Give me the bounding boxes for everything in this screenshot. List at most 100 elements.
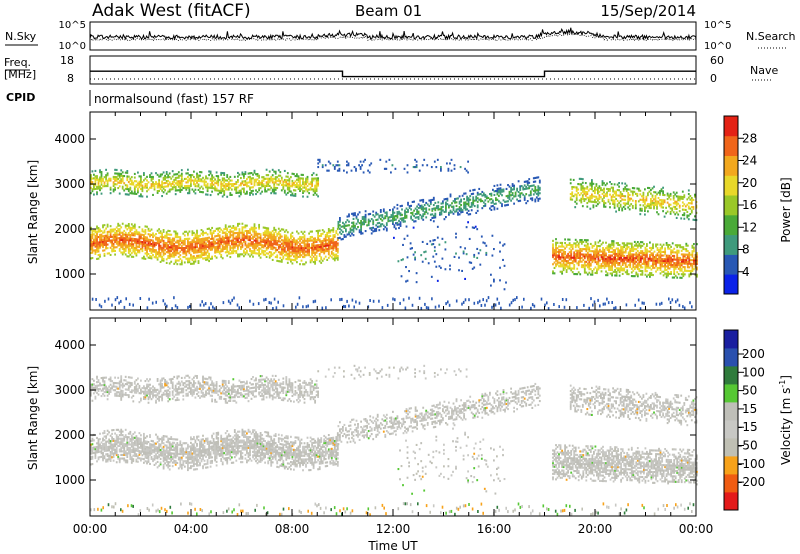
heatmap-cell — [355, 167, 357, 170]
heatmap-cell — [229, 229, 232, 232]
heatmap-cell — [652, 252, 654, 255]
heatmap-cell — [459, 166, 462, 169]
heatmap-cell — [464, 192, 467, 195]
heatmap-cell — [155, 251, 157, 254]
heatmap-cell — [205, 184, 207, 187]
heatmap-cell — [256, 248, 259, 251]
heatmap-cell — [664, 263, 667, 266]
heatmap-cell — [306, 243, 309, 246]
noise-left-tick-bottom: 10^0 — [59, 41, 86, 52]
heatmap-cell — [647, 194, 649, 197]
heatmap-cell — [127, 188, 130, 191]
heatmap-cell — [206, 190, 209, 193]
heatmap-cell — [683, 267, 686, 270]
heatmap-cell — [162, 247, 165, 250]
heatmap-cell — [627, 256, 630, 259]
heatmap-cell — [434, 207, 437, 210]
heatmap-cell — [336, 169, 339, 172]
heatmap-cell — [682, 258, 685, 261]
heatmap-cell — [90, 246, 92, 249]
heatmap-cell — [620, 258, 623, 261]
heatmap-cell — [523, 198, 526, 201]
heatmap-cell — [167, 179, 170, 182]
heatmap-cell — [162, 245, 165, 248]
heatmap-cell — [309, 188, 312, 191]
heatmap-cell — [196, 174, 198, 177]
heatmap-cell — [670, 263, 673, 266]
heatmap-cell — [203, 232, 206, 235]
heatmap-cell — [267, 183, 270, 186]
frequency-panel-frame — [89, 55, 697, 85]
heatmap-cell — [271, 258, 274, 261]
heatmap-cell — [653, 185, 655, 188]
heatmap-cell — [650, 268, 653, 271]
heatmap-cell — [598, 196, 601, 199]
heatmap-cell — [633, 275, 636, 278]
heatmap-cell — [137, 184, 139, 187]
heatmap-cell — [176, 252, 179, 255]
heatmap-cell — [265, 237, 268, 240]
heatmap-cell — [683, 208, 686, 211]
heatmap-cell — [417, 203, 420, 206]
heatmap-cell — [150, 228, 153, 231]
heatmap-cell — [574, 258, 577, 261]
heatmap-cell — [271, 242, 274, 245]
heatmap-cell — [612, 258, 615, 261]
heatmap-cell — [643, 257, 645, 260]
heatmap-cell — [584, 194, 587, 197]
heatmap-cell — [100, 244, 103, 247]
heatmap-cell — [149, 233, 151, 236]
heatmap-cell — [127, 181, 130, 184]
heatmap-cell — [293, 250, 295, 253]
heatmap-cell — [602, 252, 604, 255]
heatmap-cell — [445, 201, 447, 204]
noise-sky-line — [89, 27, 697, 41]
heatmap-cell — [645, 199, 648, 202]
heatmap-cell — [594, 188, 596, 191]
heatmap-cell — [240, 238, 242, 241]
heatmap-cell — [324, 243, 327, 246]
heatmap-cell — [252, 189, 254, 192]
heatmap-cell — [262, 179, 265, 182]
heatmap-cell — [299, 188, 301, 191]
heatmap-cell — [250, 250, 253, 253]
heatmap-cell — [425, 209, 428, 212]
heatmap-cell — [390, 214, 393, 217]
heatmap-cell — [140, 248, 142, 251]
heatmap-cell — [434, 201, 437, 204]
heatmap-cell — [182, 243, 185, 246]
heatmap-cell — [349, 229, 352, 232]
heatmap-cell — [659, 263, 662, 266]
heatmap-cell — [657, 197, 660, 200]
heatmap-cell — [484, 195, 487, 198]
heatmap-cell — [285, 179, 288, 182]
heatmap-cell — [103, 183, 106, 186]
heatmap-cell — [681, 214, 684, 217]
heatmap-cell — [152, 241, 154, 244]
heatmap-cell — [202, 243, 204, 246]
heatmap-cell — [659, 254, 662, 257]
heatmap-cell — [277, 245, 280, 248]
heatmap-cell — [614, 260, 617, 263]
heatmap-cell — [568, 242, 571, 245]
heatmap-cell — [249, 188, 251, 191]
heatmap-cell — [615, 192, 618, 195]
heatmap-cell — [671, 242, 674, 245]
heatmap-cell — [256, 232, 259, 235]
heatmap-cell — [183, 243, 186, 246]
heatmap-cell — [209, 177, 212, 180]
heatmap-cell — [297, 237, 300, 240]
heatmap-cell — [238, 173, 241, 176]
heatmap-cell — [132, 192, 135, 195]
heatmap-cell — [168, 253, 171, 256]
heatmap-cell — [694, 266, 697, 269]
heatmap-cell — [94, 175, 97, 178]
heatmap-cell — [605, 241, 607, 244]
heatmap-cell — [309, 246, 312, 249]
heatmap-cell — [253, 235, 256, 238]
heatmap-cell — [645, 197, 648, 200]
heatmap-cell — [229, 236, 232, 239]
heatmap-cell — [246, 246, 248, 249]
heatmap-cell — [220, 250, 223, 253]
heatmap-cell — [670, 258, 673, 261]
